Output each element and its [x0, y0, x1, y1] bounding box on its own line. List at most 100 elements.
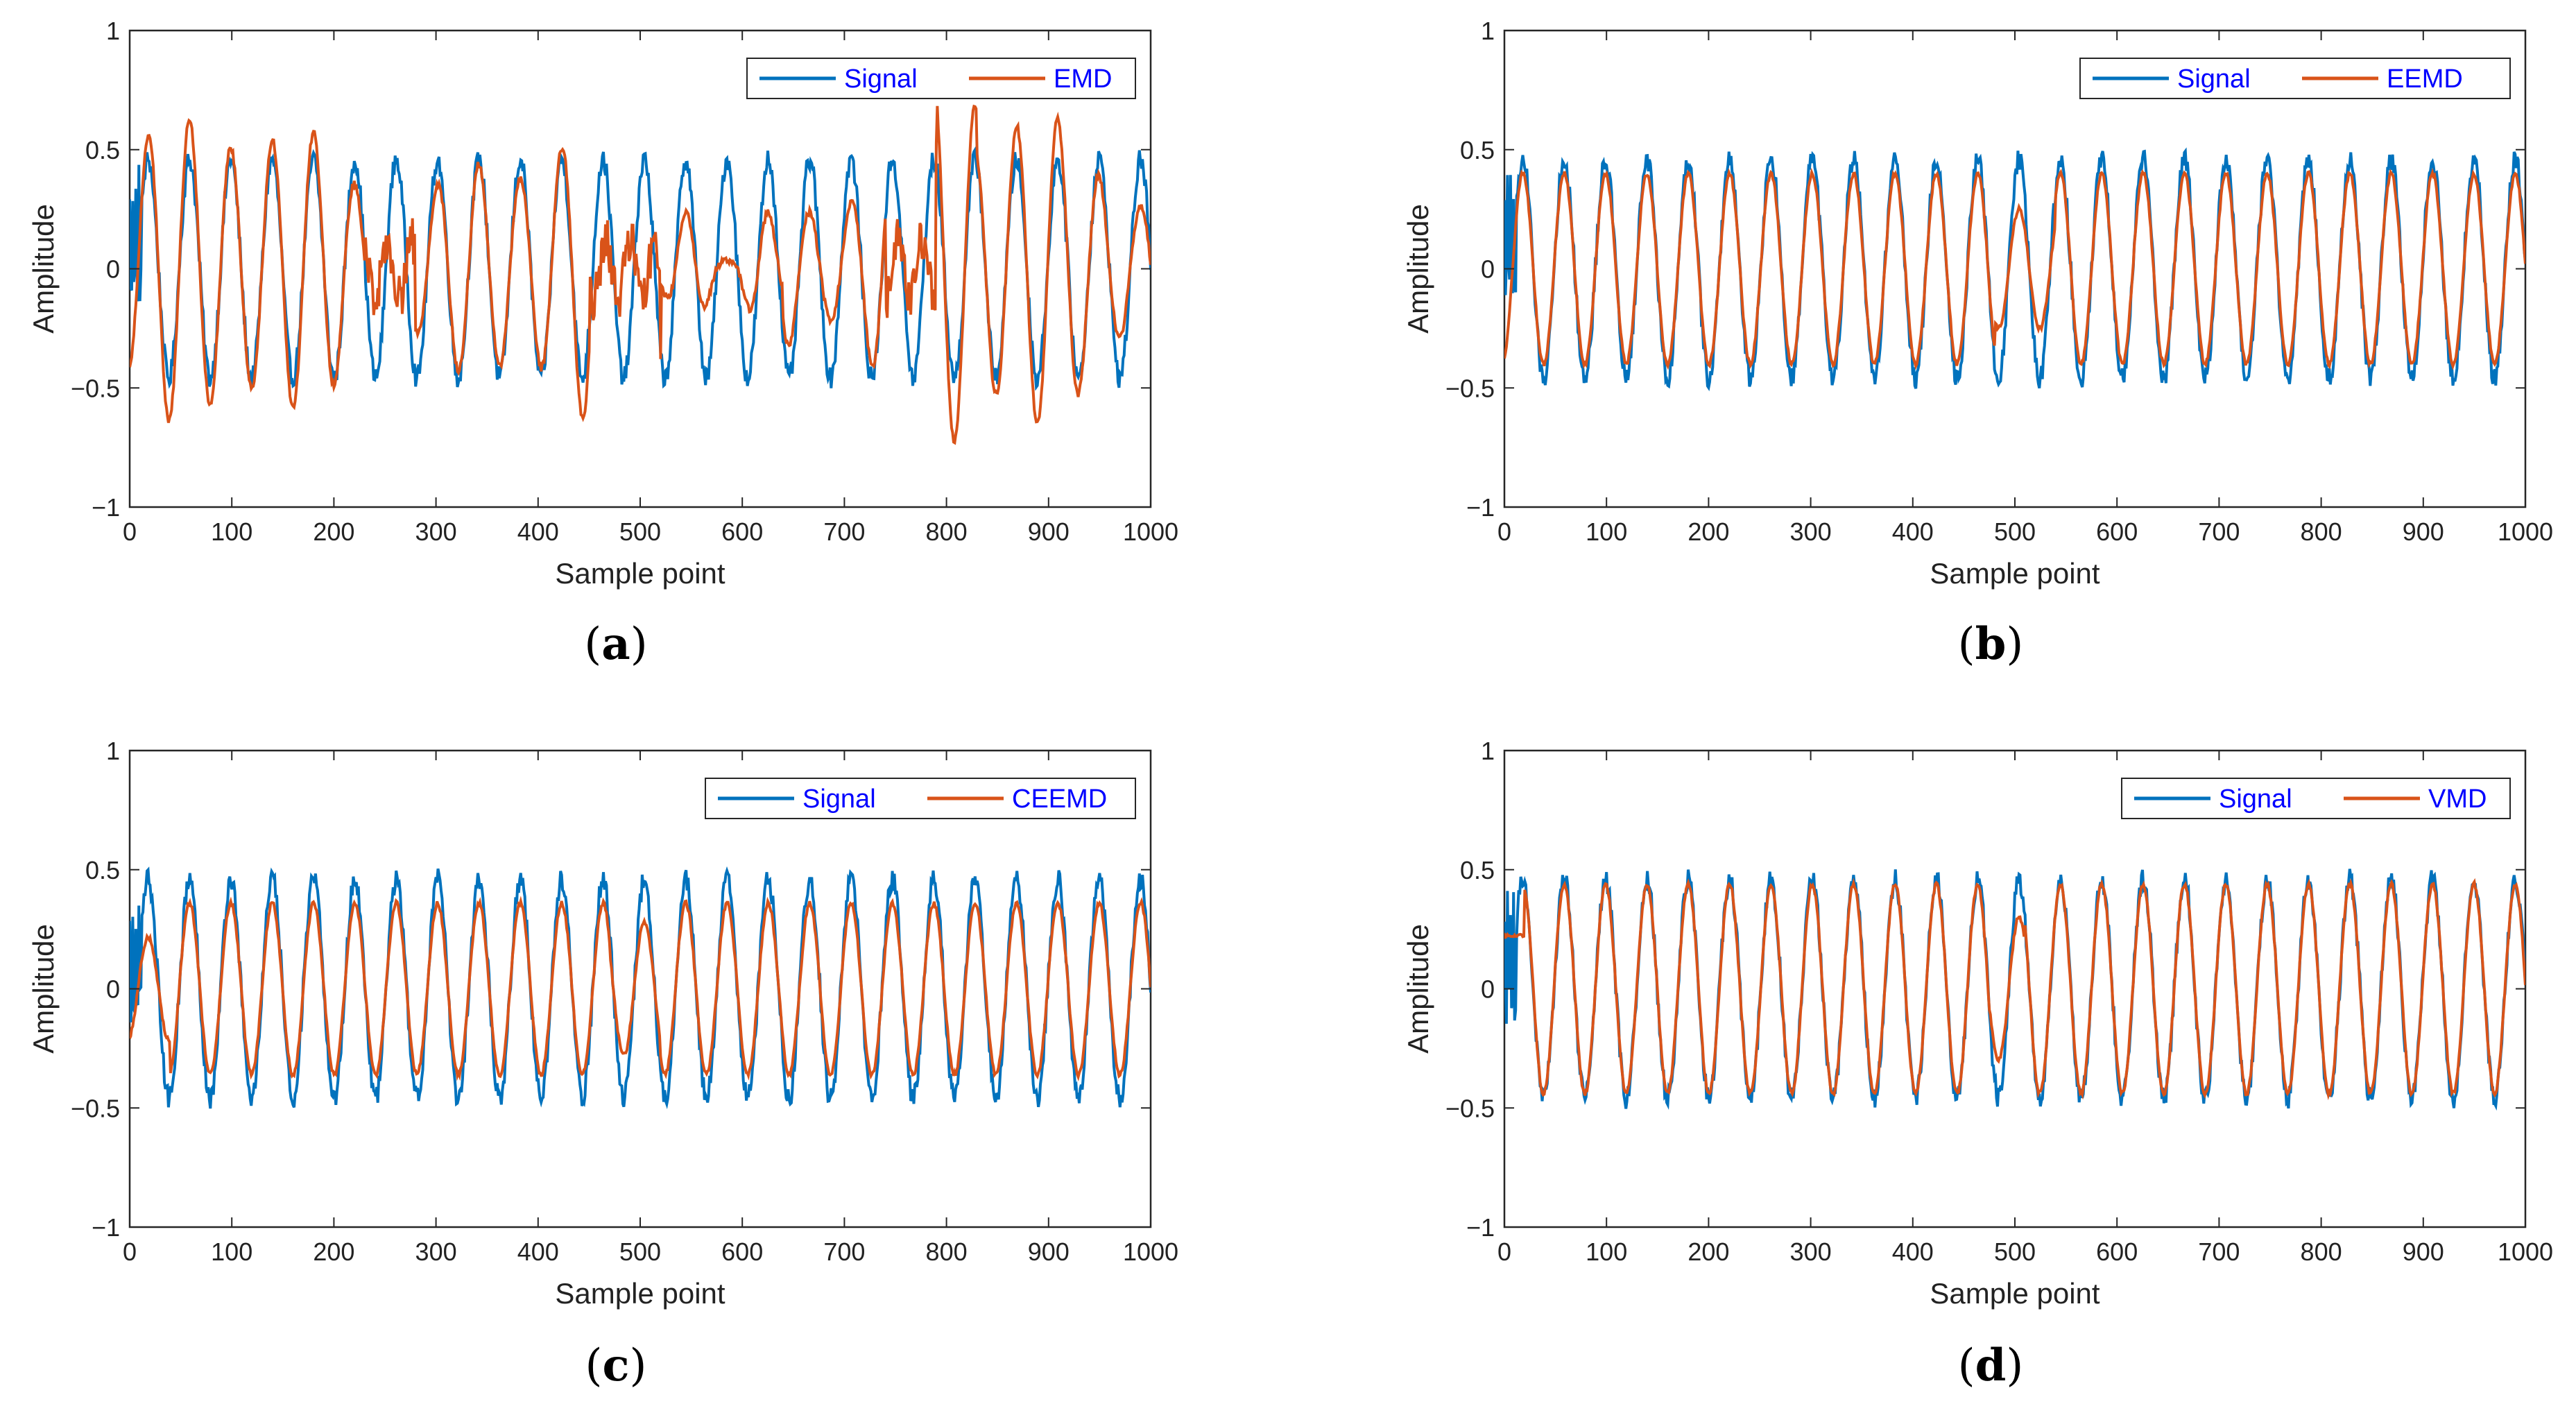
caption-open: ( — [1958, 1340, 1975, 1391]
x-tick-label: 1000 — [2498, 517, 2553, 546]
x-tick-label: 400 — [1892, 1238, 1934, 1266]
x-tick-label: 400 — [517, 1238, 559, 1266]
x-tick-label: 1000 — [1123, 1238, 1178, 1266]
x-tick-label: 500 — [1994, 517, 2036, 546]
y-axis-title: Amplitude — [27, 924, 60, 1054]
x-tick-label: 500 — [1994, 1238, 2036, 1266]
caption-close: ) — [630, 619, 648, 670]
y-tick-label: −1 — [1466, 493, 1495, 522]
legend: Signal EEMD — [2079, 58, 2511, 99]
y-tick-label: 1 — [1481, 17, 1495, 45]
x-tick-label: 100 — [211, 517, 252, 546]
legend: Signal EMD — [746, 58, 1136, 99]
y-tick-label: −0.5 — [1445, 1094, 1495, 1122]
caption-close: ) — [2006, 619, 2023, 670]
series-line-vmd — [1504, 877, 2525, 1101]
x-tick-label: 200 — [313, 1238, 354, 1266]
series-line-emd — [130, 104, 1151, 445]
plot-area — [128, 29, 1152, 508]
y-tick-label: 1 — [1481, 737, 1495, 765]
legend-label-signal: Signal — [844, 65, 918, 94]
x-tick-label: 700 — [823, 1238, 865, 1266]
x-tick-label: 900 — [1028, 517, 1070, 546]
y-tick-label: 0 — [1481, 255, 1495, 284]
y-tick-label: 1 — [106, 737, 120, 765]
x-tick-label: 800 — [2301, 517, 2342, 546]
x-tick-label: 0 — [123, 1238, 137, 1266]
x-tick-label: 700 — [823, 517, 865, 546]
plot-area — [1503, 29, 2527, 508]
y-tick-label: 0.5 — [1460, 856, 1495, 884]
legend-label-method: EMD — [1054, 65, 1112, 94]
y-tick-label: −1 — [92, 1213, 120, 1242]
x-tick-label: 600 — [721, 517, 763, 546]
y-tick-label: −0.5 — [71, 374, 120, 402]
x-tick-label: 200 — [1688, 517, 1729, 546]
x-tick-label: 900 — [1028, 1238, 1070, 1266]
caption-letter: c — [603, 1339, 630, 1391]
y-tick-label: 0.5 — [85, 856, 120, 884]
x-tick-label: 900 — [2403, 517, 2444, 546]
x-tick-label: 500 — [619, 517, 661, 546]
panel-a: 0 100 200 300 400 500 600 700 800 900 1000 1 0.5 0 −0.… — [27, 17, 1178, 670]
caption-close: ) — [629, 1340, 646, 1391]
x-tick-label: 600 — [2096, 517, 2138, 546]
series-line-ceemd — [130, 896, 1151, 1081]
panel-d: 0 100 200 300 400 500 600 700 800 900 1000 1 0.5 0 −0.… — [1402, 737, 2553, 1391]
panel-caption: (b) — [1958, 618, 2024, 670]
x-tick-label: 300 — [1790, 517, 1832, 546]
y-tick-label: 0 — [106, 255, 120, 284]
x-tick-label: 500 — [619, 1238, 661, 1266]
x-tick-label: 100 — [211, 1238, 252, 1266]
y-tick-label: 1 — [106, 17, 120, 45]
x-tick-label: 300 — [415, 1238, 457, 1266]
x-tick-label: 700 — [2198, 517, 2240, 546]
x-tick-label: 900 — [2403, 1238, 2444, 1266]
caption-close: ) — [2006, 1340, 2023, 1391]
x-axis-title: Sample point — [1930, 557, 2100, 590]
series-line-eemd — [1504, 167, 2525, 370]
x-tick-label: 100 — [1586, 1238, 1627, 1266]
x-tick-label: 200 — [313, 517, 354, 546]
x-tick-label: 600 — [721, 1238, 763, 1266]
caption-letter: b — [1975, 618, 2007, 670]
x-tick-label: 800 — [926, 1238, 968, 1266]
y-tick-label: −0.5 — [71, 1094, 120, 1122]
y-tick-label: 0.5 — [85, 136, 120, 164]
x-axis-title: Sample point — [1930, 1277, 2100, 1310]
y-axis-title: Amplitude — [1402, 924, 1434, 1054]
caption-letter: a — [601, 618, 630, 670]
y-tick-label: 0 — [106, 975, 120, 1004]
legend: Signal VMD — [2121, 778, 2511, 819]
x-tick-label: 200 — [1688, 1238, 1729, 1266]
panel-caption: (d) — [1958, 1339, 2024, 1391]
caption-open: ( — [585, 1340, 603, 1391]
y-axis-title: Amplitude — [27, 204, 60, 334]
y-tick-label: 0.5 — [1460, 136, 1495, 164]
legend-label-method: VMD — [2428, 785, 2487, 814]
y-tick-label: −1 — [1466, 1213, 1495, 1242]
panel-caption: (a) — [584, 618, 647, 670]
x-tick-label: 0 — [1497, 517, 1511, 546]
legend-label-signal: Signal — [2177, 65, 2251, 94]
panel-b: 0 100 200 300 400 500 600 700 800 900 1000 1 0.5 0 −0.… — [1402, 17, 2553, 670]
y-tick-label: −1 — [92, 493, 120, 522]
x-tick-label: 100 — [1586, 517, 1627, 546]
legend-label-method: CEEMD — [1012, 785, 1107, 814]
x-axis-title: Sample point — [555, 557, 725, 590]
x-tick-label: 700 — [2198, 1238, 2240, 1266]
x-tick-label: 0 — [123, 517, 137, 546]
caption-open: ( — [1958, 619, 1975, 670]
legend-label-signal: Signal — [802, 785, 876, 814]
legend: Signal CEEMD — [705, 778, 1136, 819]
y-tick-label: 0 — [1481, 975, 1495, 1004]
x-tick-label: 600 — [2096, 1238, 2138, 1266]
x-tick-label: 800 — [926, 517, 968, 546]
panel-caption: (c) — [585, 1339, 647, 1391]
plot-area — [128, 749, 1152, 1228]
panel-c: 0 100 200 300 400 500 600 700 800 900 1000 1 0.5 0 −0.… — [27, 737, 1178, 1391]
x-tick-label: 300 — [1790, 1238, 1832, 1266]
x-tick-label: 400 — [517, 517, 559, 546]
y-tick-label: −0.5 — [1445, 374, 1495, 402]
